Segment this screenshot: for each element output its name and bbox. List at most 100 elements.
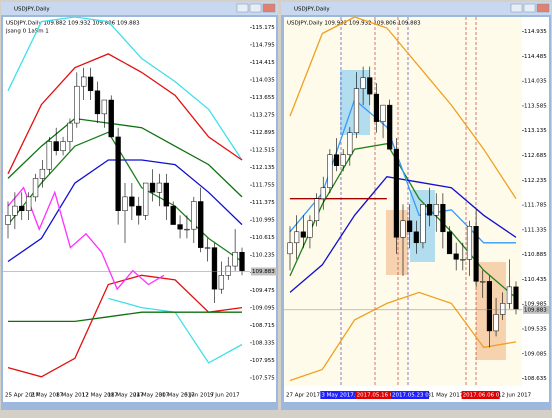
price-label: 112.515 (252, 148, 275, 154)
date-label: 12 May 2017 (82, 393, 118, 399)
candle-body (413, 231, 419, 244)
candle-body (170, 205, 176, 225)
candle-body (218, 275, 225, 290)
session-lines (340, 17, 477, 386)
candle-body (373, 93, 379, 122)
date-label: 31 May 2017 (427, 393, 463, 399)
price-label: 111.335 (524, 227, 547, 233)
candle-body (122, 196, 128, 211)
candle-body (400, 220, 406, 238)
candle-body (300, 231, 306, 238)
candle-body (115, 136, 121, 211)
candle-body (360, 77, 366, 89)
indicator-line (7, 16, 243, 161)
candle-body (136, 205, 142, 216)
price-label: 109.085 (524, 351, 547, 357)
date-label: 9 Jun 2017 (210, 393, 240, 399)
candle-body (60, 141, 66, 152)
candle-body (347, 132, 353, 155)
price-label: 108.335 (252, 340, 275, 346)
date-tag (461, 391, 500, 399)
price-label: 114.485 (524, 54, 547, 60)
candle-body (453, 253, 459, 260)
close-button[interactable] (262, 3, 276, 13)
candle-body (81, 76, 87, 87)
candle-body (12, 205, 18, 216)
candle-body (427, 204, 433, 216)
date-label: 2017.05.23 00:00 (392, 393, 442, 399)
candle-body (466, 226, 473, 260)
date-label: 24 May 2017 (133, 393, 169, 399)
price-label: 111.375 (252, 200, 275, 206)
price-label: 114.415 (252, 60, 275, 66)
candle-body (420, 204, 426, 244)
candle-body (204, 247, 211, 249)
indicator-line (289, 175, 517, 293)
date-label: 25 Apr 2017 (5, 393, 40, 399)
candle-body (87, 76, 94, 92)
indicator-line (7, 53, 243, 175)
candle-body (440, 204, 446, 233)
candle-body (353, 88, 360, 133)
info-line: USDJPY,Daily 109.932 109.932 109.806 109… (287, 21, 421, 27)
price-label: 111.785 (524, 203, 547, 209)
maximize-button[interactable] (249, 3, 262, 13)
price-label: 109.535 (524, 326, 547, 332)
price-label: 112.135 (252, 165, 275, 171)
candle-body (500, 303, 506, 315)
title-bar[interactable] (1, 2, 278, 15)
indicator-line (7, 159, 243, 263)
candle-body (149, 182, 156, 193)
price-label: 114.935 (524, 29, 547, 35)
candle-body (460, 259, 466, 261)
price-label: 110.615 (252, 235, 275, 241)
candle-body (225, 265, 231, 276)
candle-body (380, 104, 386, 122)
date-label: 3 May 2017.09:00:00 (321, 393, 380, 399)
date-axis (3, 386, 276, 402)
candle-body (294, 231, 300, 244)
candle-body (39, 168, 46, 179)
close-button[interactable] (536, 3, 550, 13)
info-line: USDJPY,Daily 109.882 109.932 109.806 109… (6, 21, 140, 27)
candle-body (407, 220, 413, 233)
candle-body (307, 220, 313, 238)
candle-body (506, 286, 512, 304)
price-label: 115.175 (252, 25, 275, 31)
candle-body (433, 204, 439, 216)
candle-body (191, 201, 197, 230)
candle-body (53, 141, 59, 152)
price-label: 112.895 (252, 130, 275, 136)
price-label: 113.275 (252, 113, 275, 119)
candle-body (480, 281, 486, 283)
date-tag (391, 391, 429, 399)
date-label: 8 May 2017 (56, 393, 89, 399)
candle-body (67, 122, 73, 142)
minimize-button[interactable] (510, 3, 523, 13)
title-bar[interactable] (281, 2, 551, 15)
date-label: 2 May 2017 (31, 393, 64, 399)
indicator-line (289, 291, 517, 382)
candle-body (5, 215, 11, 225)
minimize-button[interactable] (236, 3, 249, 13)
price-label: 114.795 (252, 42, 275, 48)
candle-body (327, 154, 333, 188)
date-label: 27 Apr 2017 (286, 393, 321, 399)
date-label: 5 Jun 2017 (184, 393, 214, 399)
price-label: 110.235 (252, 253, 275, 259)
date-label: 18 May 2017 (108, 393, 144, 399)
price-label: 113.585 (524, 103, 547, 109)
candle-body (129, 196, 135, 207)
date-label: 2017.06.06 00:00 (463, 393, 513, 399)
price-label: 112.685 (524, 153, 547, 159)
price-label: 113.135 (524, 128, 547, 134)
chart-window: 114.935 114.485 114.035 113.585 113.135 112.6… (284, 16, 549, 399)
chart-window: 115.175 114.795 114.415 114.035 113.655 113.2… (3, 16, 277, 399)
indicator-line (8, 311, 242, 323)
price-label: 114.035 (524, 79, 547, 85)
price-label: 110.435 (524, 277, 547, 283)
candle-body (94, 90, 101, 115)
candle-body (486, 281, 492, 332)
maximize-button[interactable] (523, 3, 536, 13)
